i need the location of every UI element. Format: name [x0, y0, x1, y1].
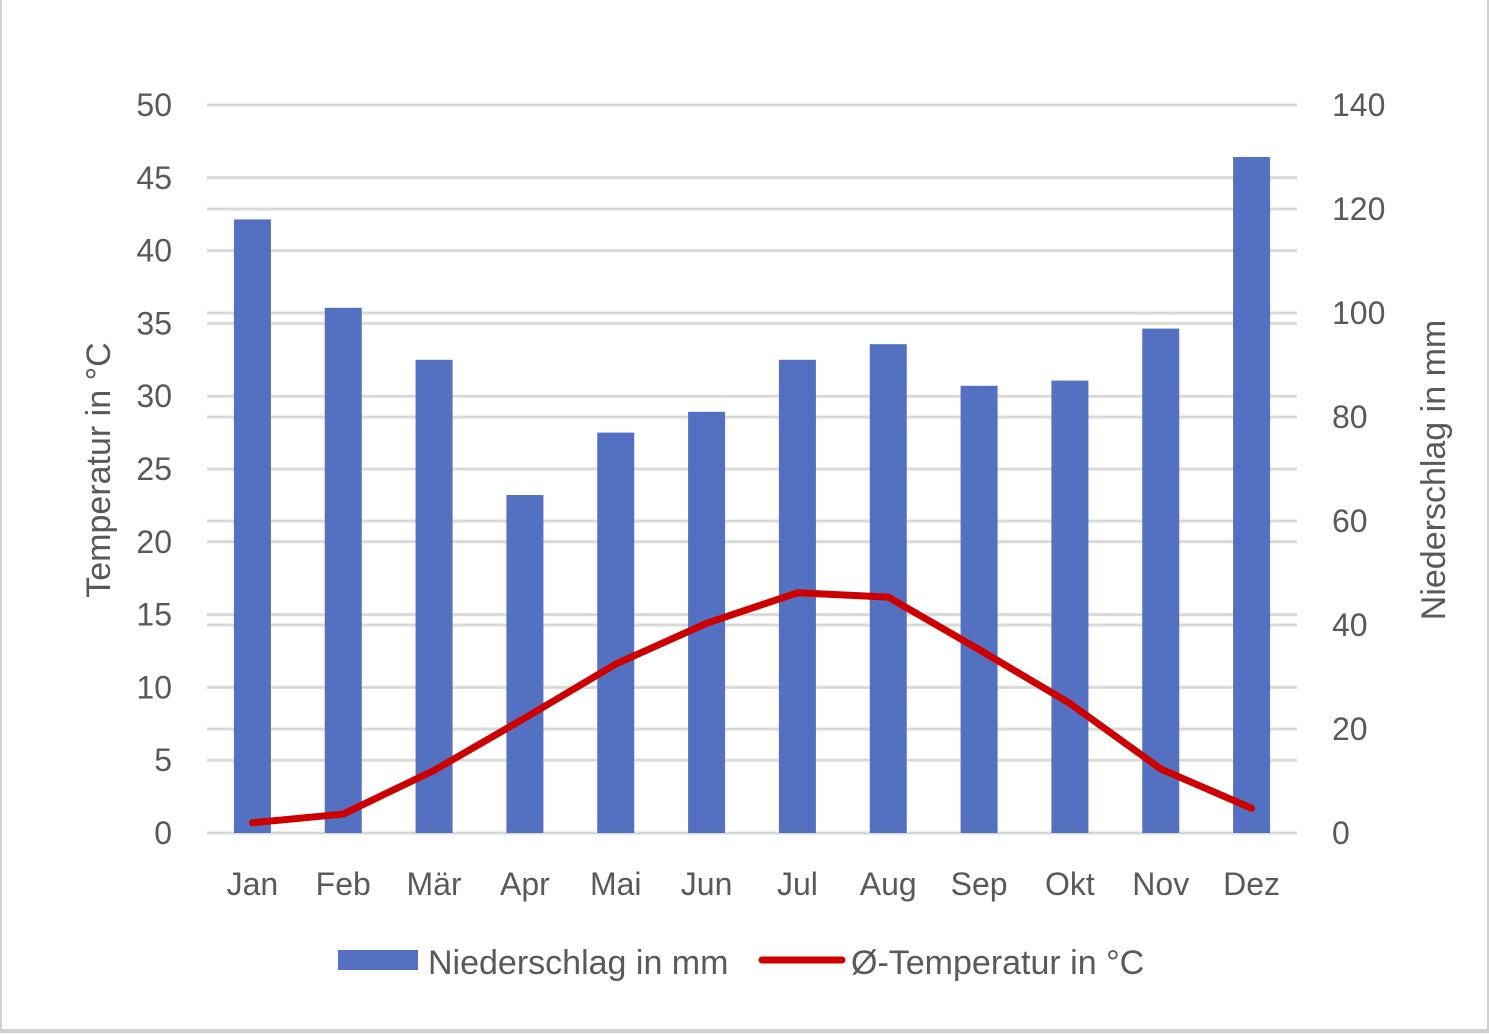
category-label: Nov [1132, 866, 1189, 902]
legend-label-precipitation: Niederschlag in mm [428, 944, 728, 982]
category-label: Okt [1045, 866, 1095, 902]
precipitation-bars [233, 157, 1271, 833]
precipitation-bar [869, 344, 907, 833]
left-axis-title: Temperatur in °C [80, 342, 118, 597]
right-axis-title: Niederschlag in mm [1415, 320, 1453, 620]
left-tick-label: 40 [136, 233, 172, 269]
precipitation-bar [1142, 328, 1180, 833]
category-label: Sep [951, 866, 1008, 902]
category-label: Mai [590, 866, 642, 902]
precipitation-bar [233, 219, 271, 833]
temperature-point [794, 589, 801, 596]
precipitation-bar [597, 432, 635, 833]
left-tick-label: 5 [154, 742, 172, 778]
left-axis-ticks: 0 5 10 15 20 25 30 35 40 45 50 [136, 87, 172, 851]
precipitation-bar [324, 307, 362, 833]
temperature-point [1157, 765, 1164, 772]
precipitation-bar [415, 359, 453, 833]
right-tick-label: 0 [1332, 815, 1350, 851]
right-tick-label: 60 [1332, 503, 1368, 539]
right-tick-label: 140 [1332, 87, 1385, 123]
temperature-point [976, 646, 983, 653]
precipitation-bar [506, 495, 544, 833]
category-label: Dez [1223, 866, 1280, 902]
temperature-point [249, 819, 256, 826]
category-label: Mär [407, 866, 462, 902]
category-label: Apr [500, 866, 550, 902]
left-tick-label: 0 [154, 815, 172, 851]
category-label: Jan [227, 866, 279, 902]
left-tick-label: 35 [136, 305, 172, 341]
temperature-point [612, 661, 619, 668]
temperature-point [521, 714, 528, 721]
category-label: Feb [316, 866, 371, 902]
precipitation-bar [1233, 157, 1271, 833]
right-tick-label: 120 [1332, 191, 1385, 227]
category-labels: Jan Feb Mär Apr Mai Jun Jul Aug Sep Okt Nov Dez [227, 866, 1280, 902]
temperature-point [340, 811, 347, 818]
precipitation-bar [1051, 380, 1089, 833]
left-tick-label: 15 [136, 597, 172, 633]
right-tick-label: 80 [1332, 399, 1368, 435]
precipitation-bar [960, 385, 998, 833]
temperature-point [1066, 700, 1073, 707]
legend-label-temperature: Ø-Temperatur in °C [851, 944, 1144, 982]
legend-swatch-precipitation [338, 950, 418, 970]
left-tick-label: 50 [136, 87, 172, 123]
temperature-point [885, 594, 892, 601]
legend: Niederschlag in mm Ø-Temperatur in °C [338, 944, 1144, 982]
gridlines [207, 103, 1297, 835]
category-label: Aug [860, 866, 917, 902]
left-tick-label: 25 [136, 451, 172, 487]
right-tick-label: 40 [1332, 607, 1368, 643]
left-tick-label: 10 [136, 669, 172, 705]
right-tick-label: 100 [1332, 295, 1385, 331]
left-tick-label: 45 [136, 160, 172, 196]
temperature-point [703, 620, 710, 627]
left-tick-label: 30 [136, 378, 172, 414]
left-tick-label: 20 [136, 524, 172, 560]
right-tick-label: 20 [1332, 711, 1368, 747]
temperature-point [431, 767, 438, 774]
right-axis-ticks: 0 20 40 60 80 100 120 140 [1332, 87, 1385, 851]
category-label: Jun [681, 866, 733, 902]
category-label: Jul [777, 866, 818, 902]
temperature-line [248, 589, 1256, 827]
temperature-line-group [248, 589, 1256, 827]
temperature-point [1248, 805, 1255, 812]
